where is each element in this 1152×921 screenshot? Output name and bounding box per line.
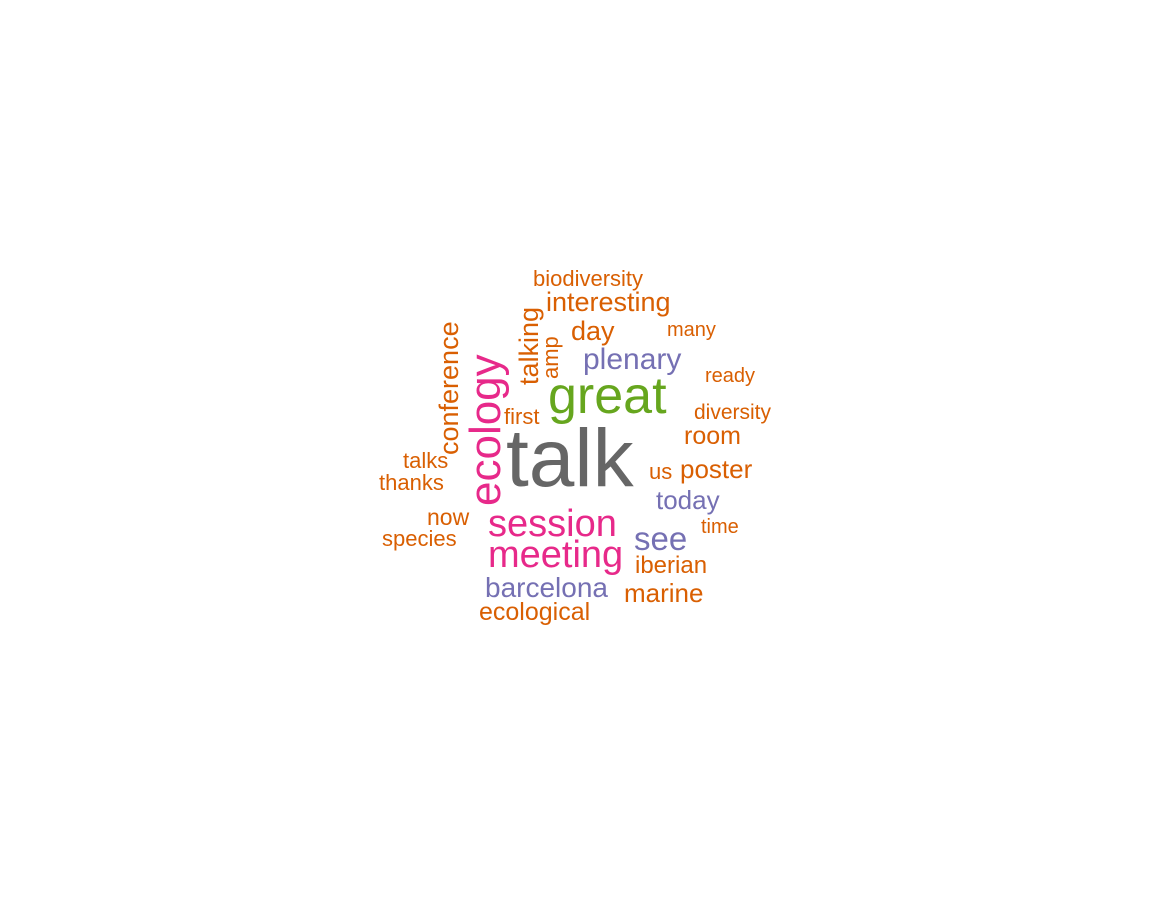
word-barcelona: barcelona	[485, 572, 608, 603]
word-room: room	[684, 422, 741, 450]
word-interesting: interesting	[546, 287, 671, 317]
word-talks: talks	[403, 448, 449, 473]
word-us: us	[649, 459, 673, 484]
word-many: many	[667, 319, 716, 341]
word-plenary: plenary	[583, 343, 682, 376]
word-talk: talk	[506, 413, 634, 504]
word-session: session	[488, 503, 617, 545]
word-marine: marine	[624, 578, 704, 608]
word-see: see	[634, 520, 688, 557]
word-day: day	[571, 316, 615, 346]
word-poster: poster	[680, 454, 753, 484]
word-diversity: diversity	[694, 401, 772, 424]
word-species: species	[382, 526, 457, 551]
word-today: today	[656, 485, 720, 515]
word-conference: conference	[434, 321, 464, 455]
word-meeting: meeting	[488, 534, 624, 576]
word-ready: ready	[705, 365, 756, 387]
word-biodiversity: biodiversity	[533, 266, 644, 291]
word-thanks: thanks	[379, 470, 444, 495]
word-great: great	[548, 367, 667, 425]
word-now: now	[427, 504, 470, 530]
word-first: first	[504, 404, 540, 429]
word-ecological: ecological	[479, 598, 591, 626]
word-ecology: ecology	[461, 354, 510, 506]
word-time: time	[701, 516, 739, 538]
word-amp: amp	[538, 336, 563, 379]
word-iberian: iberian	[635, 552, 708, 579]
